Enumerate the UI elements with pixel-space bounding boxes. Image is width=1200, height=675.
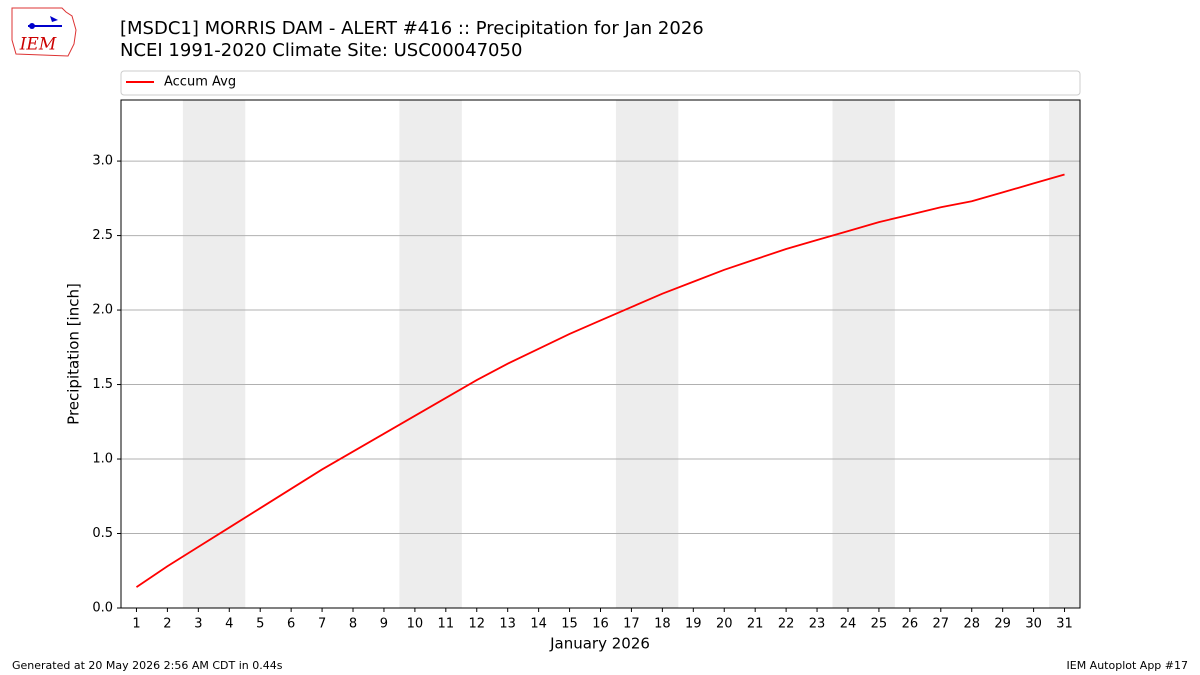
x-tick-label: 28 [963,617,980,632]
x-tick-label: 21 [747,617,764,632]
weekend-band [615,100,648,608]
weekend-band [430,100,462,608]
chart-title: [MSDC1] MORRIS DAM - ALERT #416 :: Preci… [120,18,704,39]
legend-label: Accum Avg [164,75,236,90]
logo-text: IEM [19,35,57,55]
x-tick-label: 2 [163,617,171,632]
x-tick-label: 4 [225,617,233,632]
y-tick-label: 3.0 [92,154,113,169]
plot-frame [120,99,1081,609]
weekend-band [863,100,895,608]
x-tick-label: 10 [407,617,424,632]
y-axis-label: Precipitation [inch] [65,283,83,425]
x-tick-label: 12 [468,617,485,632]
x-tick-label: 26 [902,617,919,632]
legend-box [120,70,1081,96]
x-tick-label: 19 [685,617,702,632]
x-tick-label: 20 [716,617,733,632]
x-tick-label: 3 [194,617,202,632]
x-tick-label: 25 [871,617,888,632]
x-tick-label: 31 [1056,617,1073,632]
x-tick-label: 17 [623,617,640,632]
logo: IEM [11,7,77,57]
y-tick-label: 2.0 [92,303,113,318]
x-tick-label: 27 [933,617,950,632]
weekend-band [1049,100,1081,608]
chart-subtitle: NCEI 1991-2020 Climate Site: USC00047050 [120,40,522,61]
weekend-band [832,100,864,608]
x-tick-label: 14 [530,617,547,632]
x-tick-label: 22 [778,617,795,632]
weekend-band [213,100,246,608]
x-tick-label: 9 [380,617,388,632]
x-axis-label: January 2026 [549,635,650,653]
x-tick-label: 29 [994,617,1011,632]
x-tick-label: 30 [1025,617,1042,632]
x-tick-label: 16 [592,617,609,632]
weekend-band [182,100,215,608]
y-tick-label: 2.5 [92,228,113,243]
x-tick-label: 5 [256,617,264,632]
weekend-band [646,100,679,608]
x-tick-label: 7 [318,617,326,632]
x-tick-label: 18 [654,617,671,632]
y-tick-label: 0.0 [92,601,113,616]
series-line [135,173,1065,588]
footer-right: IEM Autoplot App #17 [1067,659,1189,672]
x-tick-label: 8 [349,617,357,632]
x-tick-label: 15 [561,617,578,632]
x-tick-label: 6 [287,617,295,632]
x-tick-label: 23 [809,617,826,632]
x-tick-label: 13 [499,617,516,632]
x-tick-label: 1 [132,617,140,632]
y-tick-label: 0.5 [92,526,113,541]
weekend-band [399,100,431,608]
x-tick-label: 24 [840,617,857,632]
y-tick-label: 1.0 [92,452,113,467]
footer-left: Generated at 20 May 2026 2:56 AM CDT in … [12,659,283,672]
x-tick-label: 11 [438,617,455,632]
y-tick-label: 1.5 [92,377,113,392]
